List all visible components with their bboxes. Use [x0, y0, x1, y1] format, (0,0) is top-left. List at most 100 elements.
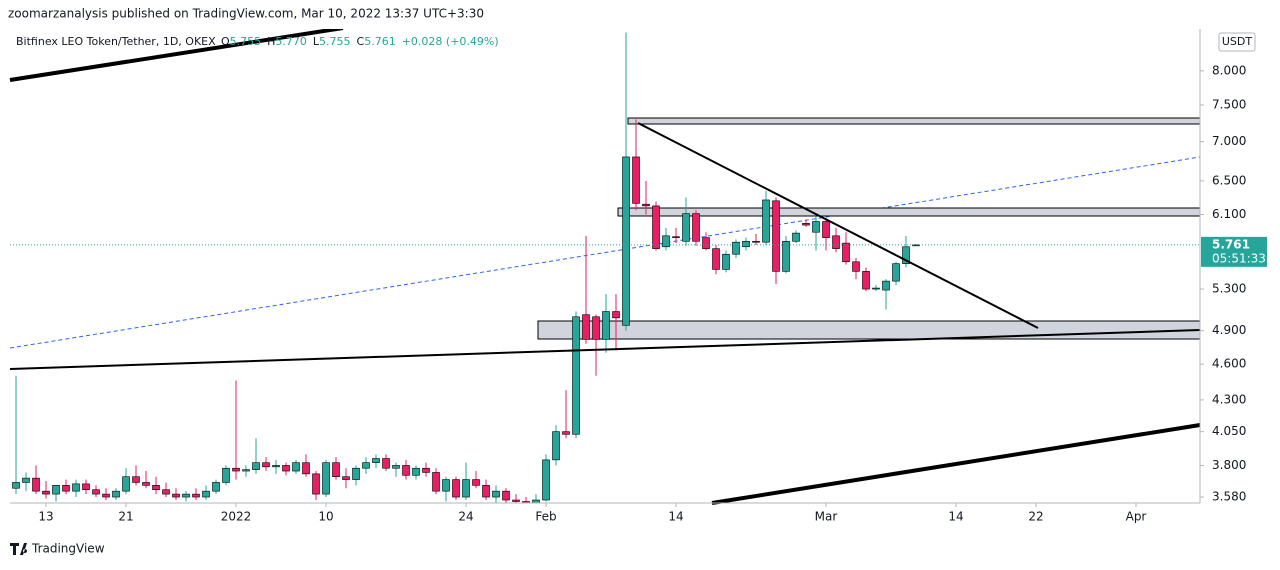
trendline	[711, 423, 1201, 505]
candle-body	[472, 479, 480, 486]
candle-body	[862, 271, 870, 290]
candle-body	[632, 156, 640, 204]
candle-body	[162, 489, 170, 495]
last-price-box	[1201, 236, 1267, 267]
trendline	[9, 26, 344, 82]
candle-body	[122, 476, 130, 492]
candle-body	[762, 199, 770, 243]
candle-body	[252, 462, 260, 470]
candle-body	[672, 236, 680, 239]
legend-key: L	[313, 35, 320, 48]
candles	[10, 32, 1200, 504]
candle-body	[512, 499, 520, 502]
candle-body	[212, 482, 220, 492]
candle-body	[32, 477, 40, 492]
candle-body	[752, 240, 760, 243]
candle-body	[602, 311, 610, 340]
candle-body	[442, 479, 450, 492]
axes: 3.580 3.800 4.050 4.300 4.600 4.900 5.300 6.100…	[38, 63, 1267, 524]
y-tick-label: 4.900	[1212, 323, 1246, 337]
candle-body	[172, 493, 180, 498]
symbol: Bitfinex LEO Token/Tether, 1D, OKEX	[16, 35, 216, 48]
publish-header: zoomarzanalysis published on TradingView…	[8, 7, 484, 21]
currency[interactable]: USDT	[1222, 35, 1253, 48]
candle-body	[312, 473, 320, 495]
candle-body	[92, 489, 100, 495]
last-price-label: 5.761	[1212, 237, 1250, 251]
candle-body	[492, 490, 500, 498]
candle-body	[72, 483, 80, 492]
candle-body	[12, 482, 20, 489]
brand-logo	[10, 543, 28, 555]
candle-body	[372, 458, 380, 463]
trendline	[9, 329, 1201, 370]
candle-body	[842, 242, 850, 263]
candle-body	[42, 490, 50, 495]
candle-body	[132, 476, 140, 483]
candle-body	[262, 462, 270, 468]
candle-body	[242, 469, 250, 472]
candle-body	[52, 485, 60, 495]
y-tick-label: 4.300	[1212, 392, 1246, 406]
candle-body	[892, 263, 900, 282]
candle-body	[552, 431, 560, 461]
candle-body	[82, 483, 90, 490]
candle-body	[332, 462, 340, 478]
brand-name: TradingView	[31, 542, 105, 556]
drawings	[9, 26, 1201, 505]
candle-body	[352, 467, 360, 480]
x-tick-label: Feb	[535, 510, 556, 524]
candle-body	[772, 200, 780, 272]
legend-value: 5.770	[275, 35, 307, 48]
currency-box[interactable]	[1218, 32, 1256, 52]
candle-body	[382, 458, 390, 469]
candle-body	[692, 213, 700, 242]
candle-body	[152, 485, 160, 490]
candle-body	[572, 316, 580, 435]
x-tick-label: 10	[318, 510, 333, 524]
candle-body	[62, 485, 70, 492]
candle-body	[742, 240, 750, 248]
candle-body	[232, 467, 240, 472]
candle-body	[202, 490, 210, 498]
candle-body	[362, 462, 370, 469]
candle-body	[802, 222, 810, 226]
y-tick-label: 5.300	[1212, 282, 1246, 296]
candle-body	[782, 240, 790, 272]
candle-body	[722, 253, 730, 270]
candle-body	[872, 287, 880, 290]
y-tick-label: 8.000	[1212, 63, 1246, 77]
candle-body	[222, 467, 230, 483]
candle-body	[22, 477, 30, 483]
candle-body	[882, 280, 890, 291]
candle-body	[542, 459, 550, 501]
x-tick-label: 14	[948, 510, 963, 524]
candle-body	[292, 462, 300, 472]
dashed-trendline	[9, 156, 1201, 349]
candle-body	[422, 467, 430, 473]
candle-body	[432, 472, 440, 492]
y-tick-label: 7.000	[1212, 134, 1246, 148]
y-tick-label: 6.500	[1212, 173, 1246, 187]
candle-body	[282, 465, 290, 472]
candle-body	[182, 493, 190, 498]
candle-body	[792, 232, 800, 242]
x-tick-label: 24	[458, 510, 473, 524]
candle-body	[322, 462, 330, 495]
support-zone	[537, 320, 1201, 340]
legend-key: C	[357, 35, 365, 48]
candle-body	[732, 241, 740, 255]
brand: TradingView	[10, 542, 105, 556]
legend-value: 5.755	[230, 35, 262, 48]
y-tick-label: 4.050	[1212, 424, 1246, 438]
header-bg	[0, 0, 1280, 29]
x-tick-label: 21	[118, 510, 133, 524]
candle-body	[582, 314, 590, 340]
y-tick-label: 4.600	[1212, 357, 1246, 371]
legend-key: O	[221, 35, 230, 48]
countdown: 05:51:33	[1212, 251, 1266, 265]
candle-body	[622, 156, 630, 326]
x-tick-label: Apr	[1126, 510, 1147, 524]
candle-body	[462, 479, 470, 498]
